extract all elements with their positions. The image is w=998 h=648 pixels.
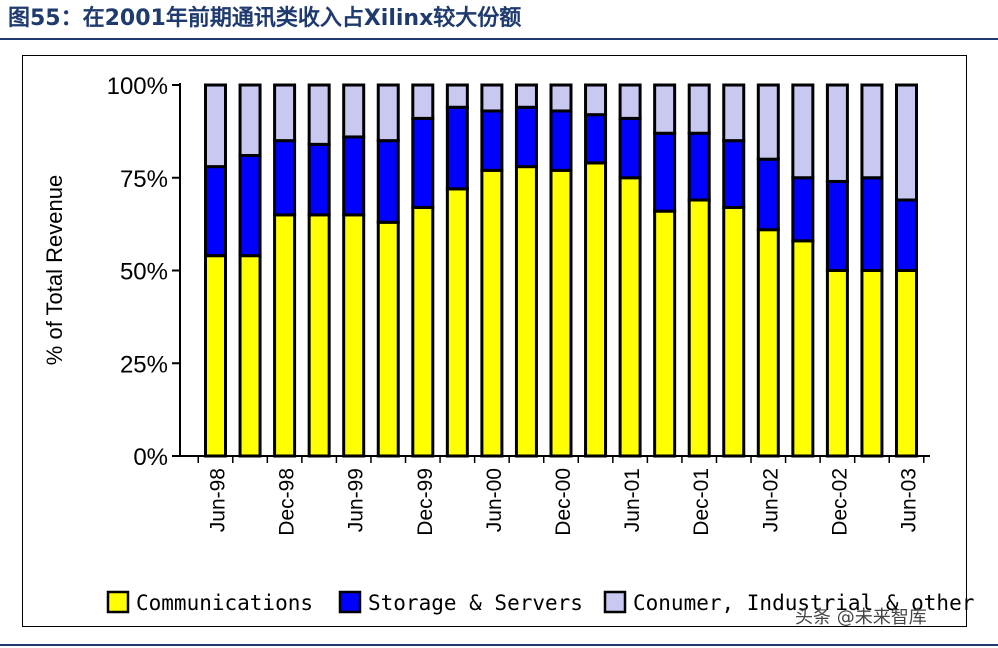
- x-tick-label: Dec-01: [690, 468, 713, 536]
- bar-segment-storage: [273, 139, 297, 217]
- bar-segment-communications: [307, 213, 331, 458]
- bar-segment-consumer: [411, 83, 435, 120]
- chart-frame: [22, 55, 967, 627]
- bar-segment-communications: [756, 228, 780, 458]
- y-tick-label: 25%: [120, 351, 168, 378]
- x-tick-label: Jun-01: [621, 468, 644, 532]
- x-tick-label: Jun-00: [483, 468, 506, 532]
- bar-segment-storage: [722, 139, 746, 209]
- bar-segment-communications: [273, 213, 297, 458]
- bar-segment-storage: [342, 135, 366, 217]
- bar-segment-communications: [445, 187, 469, 458]
- bar-segment-consumer: [376, 83, 400, 143]
- bar-segment-consumer: [618, 83, 642, 120]
- bar-segment-communications: [376, 220, 400, 458]
- bar-segment-storage: [204, 165, 227, 258]
- legend: Communications Storage & Servers Conumer, …: [106, 590, 974, 615]
- bar-segment-communications: [411, 205, 435, 458]
- bar-segment-storage: [238, 153, 262, 258]
- y-tick-label: 0%: [133, 444, 168, 471]
- figure-title: 图55：在2001年前期通讯类收入占Xilinx较大份额: [8, 6, 522, 31]
- bar-segment-storage: [307, 142, 331, 217]
- bar-segment-consumer: [273, 83, 297, 143]
- bar-segment-consumer: [342, 83, 366, 139]
- y-axis-label: % of Total Revenue: [42, 175, 67, 365]
- bar-segment-communications: [480, 168, 504, 458]
- bar-segment-communications: [860, 269, 884, 458]
- bar-segment-consumer: [204, 83, 227, 169]
- bar-segment-communications: [825, 269, 849, 458]
- bar-segment-storage: [618, 116, 642, 180]
- bar-segment-communications: [618, 176, 642, 458]
- legend-swatch: [106, 590, 130, 614]
- bar-segment-storage: [687, 131, 711, 202]
- x-tick-labels: Jun-98 Dec-98 Jun-99 Dec-99 Jun-00 Dec-00 Jun-…: [207, 468, 921, 536]
- bar-segment-storage: [653, 131, 677, 213]
- bar-segment-consumer: [238, 83, 262, 157]
- bar-segment-consumer: [756, 83, 780, 161]
- bar-segment-storage: [549, 109, 573, 172]
- title-rule: [0, 38, 998, 40]
- bar-segment-consumer: [653, 83, 677, 135]
- bar-segment-storage: [756, 157, 780, 232]
- bar-segment-storage: [860, 176, 884, 272]
- bar-segment-consumer: [895, 83, 918, 202]
- x-tick-label: Jun-99: [345, 468, 368, 532]
- x-tick-label: Dec-00: [552, 468, 575, 536]
- x-tick-label: Dec-02: [828, 468, 851, 536]
- bar-segment-consumer: [480, 83, 504, 113]
- bar-segment-communications: [791, 239, 815, 458]
- bar-segment-communications: [722, 205, 746, 458]
- bar-segment-communications: [204, 254, 227, 458]
- bar-segment-communications: [653, 209, 677, 458]
- bottom-rule: [0, 644, 998, 646]
- axes: [172, 83, 930, 463]
- bar-segment-communications: [687, 198, 711, 458]
- bar-segment-storage: [825, 179, 849, 273]
- bar-segment-communications: [238, 254, 262, 458]
- y-tick-label: 100%: [107, 73, 168, 100]
- bar-segment-storage: [895, 198, 918, 272]
- bar-segment-consumer: [825, 83, 849, 183]
- legend-swatch: [603, 590, 627, 614]
- bar-segment-storage: [480, 109, 504, 172]
- legend-label: Storage & Servers: [368, 591, 583, 615]
- bar-segment-consumer: [687, 83, 711, 135]
- legend-label: Communications: [136, 591, 313, 615]
- watermark: 头条 @未来智库: [795, 607, 927, 628]
- bar-segment-storage: [791, 176, 815, 243]
- y-tick-label: 75%: [120, 166, 168, 193]
- bar-segment-communications: [514, 165, 538, 458]
- bar-segment-storage: [445, 105, 469, 191]
- bar-segment-storage: [514, 105, 538, 169]
- x-tick-label: Dec-99: [414, 468, 437, 536]
- bars: [204, 83, 918, 458]
- bar-segment-consumer: [445, 83, 469, 109]
- legend-swatch: [338, 590, 362, 614]
- bar-segment-communications: [895, 269, 918, 458]
- bar-segment-storage: [584, 113, 608, 165]
- bar-segment-consumer: [791, 83, 815, 180]
- bar-segment-consumer: [722, 83, 746, 143]
- bar-segment-storage: [411, 116, 435, 209]
- bar-segment-communications: [549, 168, 573, 458]
- y-tick-label: 50%: [120, 259, 168, 286]
- bar-segment-consumer: [514, 83, 538, 109]
- bar-segment-consumer: [307, 83, 331, 146]
- legend-label: Conumer, Industrial & other: [633, 591, 974, 615]
- x-tick-label: Dec-98: [276, 468, 299, 536]
- x-tick-label: Jun-02: [759, 468, 782, 532]
- bar-segment-storage: [376, 139, 400, 224]
- bar-segment-communications: [342, 213, 366, 458]
- bar-segment-consumer: [860, 83, 884, 180]
- bar-segment-consumer: [584, 83, 608, 117]
- x-tick-label: Jun-98: [207, 468, 230, 532]
- y-tick-labels: 0% 25% 50% 75% 100%: [107, 73, 168, 471]
- bar-segment-consumer: [549, 83, 573, 113]
- x-tick-label: Jun-03: [898, 468, 921, 532]
- bar-segment-communications: [584, 161, 608, 458]
